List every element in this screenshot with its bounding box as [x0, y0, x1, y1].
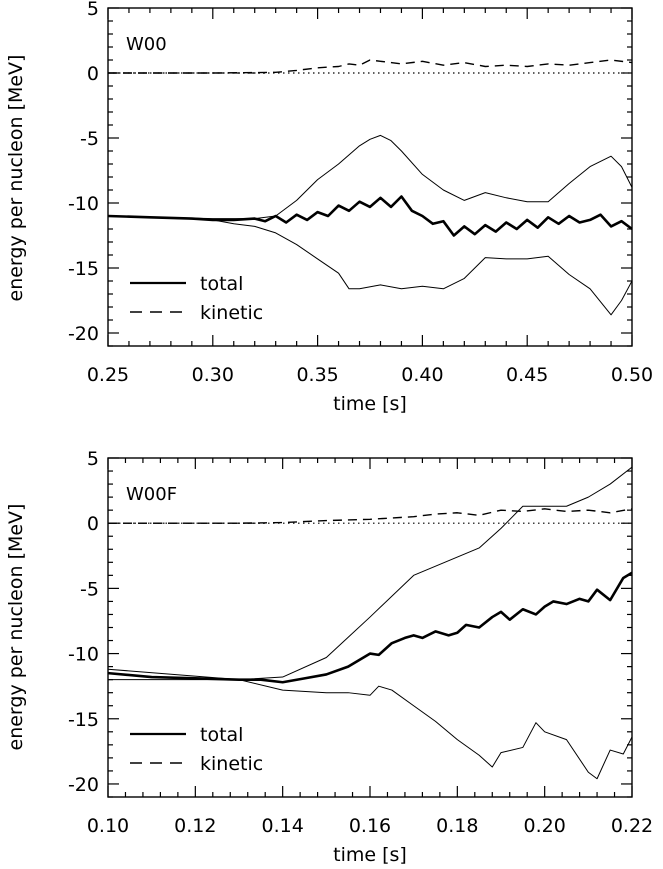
y-tick-label: -10 [68, 644, 99, 666]
total-line [108, 571, 632, 684]
x-tick-label: 0.20 [524, 815, 566, 837]
panel-label: W00 [126, 34, 167, 55]
legend-label-total: total [200, 724, 243, 746]
lower-envelope-line [108, 668, 632, 780]
chart-panel-2: 0.10 0.12 0.14 0.16 0.18 0.20 0.22 5 0 -5 -10 -15 -2… [5, 448, 653, 866]
x-tick-label: 0.10 [87, 815, 129, 837]
kinetic-line [108, 59, 632, 74]
y-tick-label: -20 [68, 323, 99, 345]
series-group [108, 466, 632, 780]
y-axis-label: energy per nucleon [MeV] [5, 504, 27, 751]
legend-label-total: total [200, 273, 243, 295]
y-tick-label: 5 [87, 448, 99, 470]
x-tick-label: 0.16 [349, 815, 391, 837]
x-tick-label: 0.18 [436, 815, 478, 837]
y-tick-label: -5 [80, 128, 99, 150]
legend-label-kinetic: kinetic [200, 302, 263, 324]
x-tick-label: 0.45 [506, 364, 548, 386]
x-tick-label: 0.22 [611, 815, 653, 837]
x-tick-label: 0.14 [262, 815, 304, 837]
x-tick-label: 0.30 [192, 364, 234, 386]
legend-label-kinetic: kinetic [200, 753, 263, 775]
plot-frame [107, 7, 633, 347]
x-tick-label: 0.50 [611, 364, 653, 386]
total-line [108, 195, 632, 237]
panel-label: W00F [126, 484, 177, 505]
y-tick-label: 5 [87, 0, 99, 20]
y-tick-label: -5 [80, 578, 99, 600]
x-tick-label: 0.25 [87, 364, 129, 386]
lower-envelope-line [108, 215, 632, 316]
upper-envelope-line [108, 466, 632, 681]
y-tick-label: -15 [68, 709, 99, 731]
y-tick-label: -10 [68, 193, 99, 215]
x-tick-label: 0.12 [174, 815, 216, 837]
y-axis-label: energy per nucleon [MeV] [5, 55, 27, 302]
y-tick-label: 0 [87, 513, 99, 535]
y-tick-label: -20 [68, 774, 99, 796]
plot-frame [107, 457, 633, 798]
y-tick-label: 0 [87, 63, 99, 85]
x-tick-label: 0.35 [296, 364, 338, 386]
series-group [108, 59, 632, 316]
x-axis-label: time [s] [333, 393, 407, 415]
x-axis-label: time [s] [333, 844, 407, 866]
chart-panel-1: 0.25 0.30 0.35 0.40 0.45 0.50 5 0 -5 -10 -15 -20 tim… [5, 0, 653, 415]
x-tick-label: 0.40 [401, 364, 443, 386]
upper-envelope-line [108, 134, 632, 220]
y-tick-label: -15 [68, 258, 99, 280]
legend: total kinetic [130, 273, 263, 324]
legend: total kinetic [130, 724, 263, 775]
kinetic-line [108, 508, 632, 524]
